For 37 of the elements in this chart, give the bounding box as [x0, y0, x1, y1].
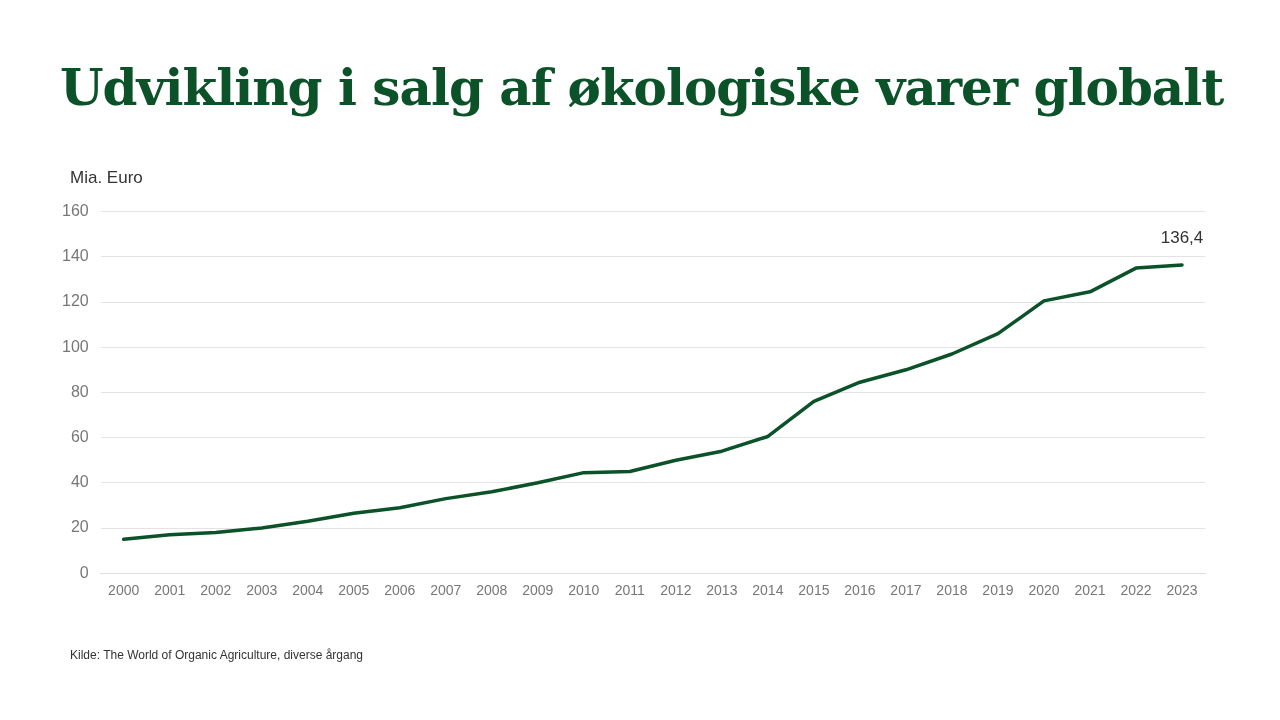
y-tick-label: 20	[70, 518, 89, 536]
x-tick-label: 2003	[246, 582, 278, 599]
x-tick-label: 2023	[1166, 582, 1198, 599]
data-label: 136,4	[1160, 228, 1204, 248]
y-tick-label: 80	[70, 382, 89, 400]
x-tick-label: 2000	[108, 582, 140, 599]
x-tick-label: 2017	[890, 582, 922, 599]
x-tick-label: 2018	[936, 582, 968, 599]
text: Kilde: The World of Organic Agriculture, diverse årgang	[70, 648, 364, 662]
y-axis-title: Mia. Euro	[70, 168, 143, 188]
x-tick-label: 2022	[1120, 582, 1152, 599]
x-tick-label: 2014	[752, 582, 784, 599]
x-tick-label: 2006	[384, 582, 416, 599]
y-tick-label: 60	[70, 428, 89, 446]
x-tick-label: 2019	[982, 582, 1014, 599]
x-tick-label: 2013	[706, 582, 738, 599]
x-tick-label: 2001	[154, 582, 186, 599]
x-tick-label: 2016	[844, 582, 876, 599]
chart-title: Udvikling i salg af økologiske varer globalt	[60, 58, 1224, 117]
x-tick-label: 2007	[430, 582, 462, 599]
y-tick-label: 100	[61, 337, 89, 355]
x-tick-label: 2015	[798, 582, 830, 599]
x-tick-label: 2005	[338, 582, 370, 599]
x-tick-label: 2009	[522, 582, 554, 599]
y-tick-label: 40	[70, 473, 89, 491]
y-tick-label: 140	[61, 247, 89, 265]
y-tick-label: 160	[61, 202, 89, 220]
x-tick-label: 2020	[1028, 582, 1060, 599]
x-tick-label: 2002	[200, 582, 232, 599]
y-tick-label: 0	[79, 563, 89, 581]
x-tick-label: 2012	[660, 582, 692, 599]
x-tick-label: 2010	[568, 582, 600, 599]
y-tick-label: 120	[61, 292, 89, 310]
x-tick-label: 2008	[476, 582, 508, 599]
x-tick-label: 2021	[1074, 582, 1106, 599]
x-tick-label: 2004	[292, 582, 324, 599]
x-tick-label: 2011	[614, 582, 646, 599]
